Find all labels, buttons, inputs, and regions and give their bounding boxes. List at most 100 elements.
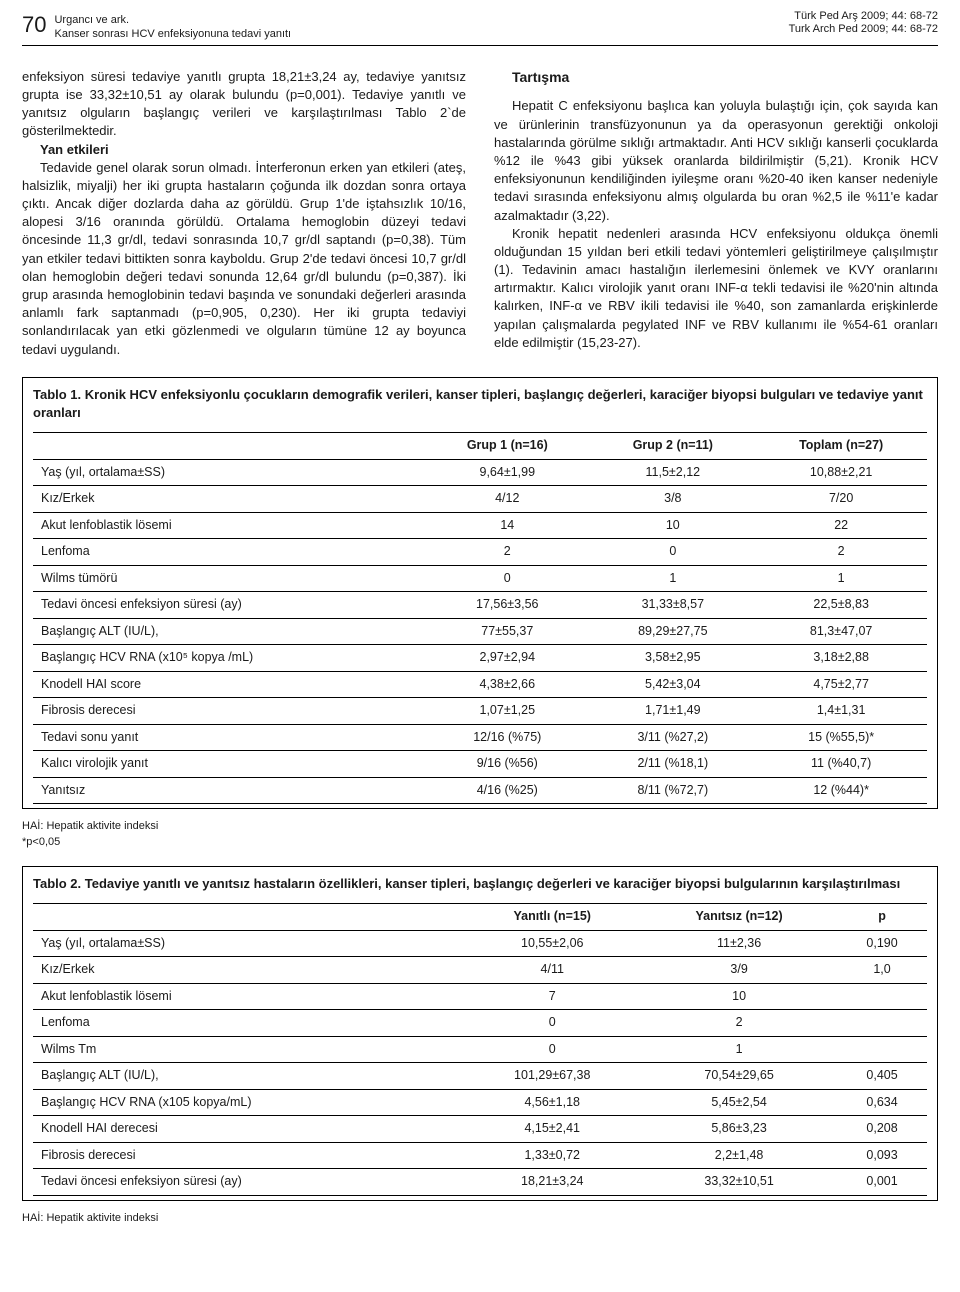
left-para-1: enfeksiyon süresi tedaviye yanıtlı grupt… xyxy=(22,68,466,141)
table-1-cell: 89,29±27,75 xyxy=(590,618,755,645)
table-row: Tedavi sonu yanıt12/16 (%75)3/11 (%27,2)… xyxy=(33,724,927,751)
table-1-col-3: Toplam (n=27) xyxy=(755,433,927,460)
left-para-2: Tedavide genel olarak sorun olmadı. İnte… xyxy=(22,159,466,359)
table-row: Fibrosis derecesi1,07±1,251,71±1,491,4±1… xyxy=(33,698,927,725)
table-1-cell: 22 xyxy=(755,512,927,539)
table-1-cell: 0 xyxy=(424,565,590,592)
right-para-1: Hepatit C enfeksiyonu başlıca kan yoluyl… xyxy=(494,97,938,224)
table-1-cell: 81,3±47,07 xyxy=(755,618,927,645)
table-1-cell: 2 xyxy=(755,539,927,566)
table-1-col-1: Grup 1 (n=16) xyxy=(424,433,590,460)
journal-ref-en: Turk Arch Ped 2009; 44: 68-72 xyxy=(789,23,938,36)
table-1-cell: 14 xyxy=(424,512,590,539)
table-2-cell: 1 xyxy=(641,1036,837,1063)
table-2-cell: Akut lenfoblastik lösemi xyxy=(33,983,463,1010)
table-1-col-0 xyxy=(33,433,424,460)
table-1-cell: 2,97±2,94 xyxy=(424,645,590,672)
table-1-col-2: Grup 2 (n=11) xyxy=(590,433,755,460)
table-2-cell: Wilms Tm xyxy=(33,1036,463,1063)
table-1-cell: Lenfoma xyxy=(33,539,424,566)
table-2: Yanıtlı (n=15)Yanıtsız (n=12)p Yaş (yıl,… xyxy=(33,903,927,1196)
table-1-cell: Tedavi sonu yanıt xyxy=(33,724,424,751)
table-2-footnotes: HAİ: Hepatik aktivite indeksi xyxy=(22,1211,938,1226)
table-2-cell: Tedavi öncesi enfeksiyon süresi (ay) xyxy=(33,1169,463,1196)
table-row: Başlangıç HCV RNA (x10⁵ kopya /mL)2,97±2… xyxy=(33,645,927,672)
table-1-cell: 2 xyxy=(424,539,590,566)
header-left: 70 Urgancı ve ark. Kanser sonrası HCV en… xyxy=(22,10,291,41)
table-1-cell: Yanıtsız xyxy=(33,777,424,804)
table-2-cell xyxy=(837,1010,927,1037)
table-1-cell: 15 (%55,5)* xyxy=(755,724,927,751)
table-row: Lenfoma02 xyxy=(33,1010,927,1037)
table-1-cell: Knodell HAI score xyxy=(33,671,424,698)
table-row: Akut lenfoblastik lösemi141022 xyxy=(33,512,927,539)
table-row: Akut lenfoblastik lösemi710 xyxy=(33,983,927,1010)
table-1-cell: 1,4±1,31 xyxy=(755,698,927,725)
left-column: enfeksiyon süresi tedaviye yanıtlı grupt… xyxy=(22,68,466,359)
table-2-cell: 0 xyxy=(463,1036,641,1063)
table-1-cell: 1 xyxy=(590,565,755,592)
table-1-cell: 31,33±8,57 xyxy=(590,592,755,619)
table-2-cell: 1,0 xyxy=(837,957,927,984)
page-number: 70 xyxy=(22,10,46,41)
table-1-cell: Tedavi öncesi enfeksiyon süresi (ay) xyxy=(33,592,424,619)
table-row: Başlangıç ALT (IU/L),101,29±67,3870,54±2… xyxy=(33,1063,927,1090)
header-right: Türk Ped Arş 2009; 44: 68-72 Turk Arch P… xyxy=(789,10,938,41)
table-2-cell xyxy=(837,1036,927,1063)
table-2-col-3: p xyxy=(837,904,927,931)
table-2-cell: 4,56±1,18 xyxy=(463,1089,641,1116)
table-1-cell: 1,07±1,25 xyxy=(424,698,590,725)
table-2-cell: 4/11 xyxy=(463,957,641,984)
table-1-cell: 12/16 (%75) xyxy=(424,724,590,751)
table-row: Lenfoma202 xyxy=(33,539,927,566)
table-2-cell: 0 xyxy=(463,1010,641,1037)
table-row: Yaş (yıl, ortalama±SS)9,64±1,9911,5±2,12… xyxy=(33,459,927,486)
table-2-col-1: Yanıtlı (n=15) xyxy=(463,904,641,931)
table-1-cell: 3,58±2,95 xyxy=(590,645,755,672)
table-2-cell: 0,093 xyxy=(837,1142,927,1169)
table-1-cell: 22,5±8,83 xyxy=(755,592,927,619)
table-2-cell: 101,29±67,38 xyxy=(463,1063,641,1090)
table-2-cell: Başlangıç HCV RNA (x105 kopya/mL) xyxy=(33,1089,463,1116)
table-2-cell: 0,405 xyxy=(837,1063,927,1090)
table-1-footnote-2: *p<0,05 xyxy=(22,835,938,850)
table-1-cell: 3/11 (%27,2) xyxy=(590,724,755,751)
table-2-cell: 5,45±2,54 xyxy=(641,1089,837,1116)
table-2-cell: Fibrosis derecesi xyxy=(33,1142,463,1169)
table-2-cell: Lenfoma xyxy=(33,1010,463,1037)
table-1-cell: 4/16 (%25) xyxy=(424,777,590,804)
header-authors: Urgancı ve ark. xyxy=(54,14,291,27)
right-para-2: Kronik hepatit nedenleri arasında HCV en… xyxy=(494,225,938,352)
right-column: Tartışma Hepatit C enfeksiyonu başlıca k… xyxy=(494,68,938,359)
table-2-cell: Knodell HAI derecesi xyxy=(33,1116,463,1143)
table-2-cell: 5,86±3,23 xyxy=(641,1116,837,1143)
table-2-cell: 33,32±10,51 xyxy=(641,1169,837,1196)
table-1-cell: Fibrosis derecesi xyxy=(33,698,424,725)
journal-ref-tr: Türk Ped Arş 2009; 44: 68-72 xyxy=(789,10,938,23)
table-1-cell: 77±55,37 xyxy=(424,618,590,645)
table-2-cell: 2,2±1,48 xyxy=(641,1142,837,1169)
table-row: Yaş (yıl, ortalama±SS)10,55±2,0611±2,360… xyxy=(33,930,927,957)
table-1-cell: 8/11 (%72,7) xyxy=(590,777,755,804)
table-2-footnote-1: HAİ: Hepatik aktivite indeksi xyxy=(22,1211,938,1226)
table-1-cell: 12 (%44)* xyxy=(755,777,927,804)
table-row: Kız/Erkek4/113/91,0 xyxy=(33,957,927,984)
table-1-footnote-1: HAİ: Hepatik aktivite indeksi xyxy=(22,819,938,834)
table-row: Kız/Erkek4/123/87/20 xyxy=(33,486,927,513)
table-1-cell: Kız/Erkek xyxy=(33,486,424,513)
table-1-cell: Yaş (yıl, ortalama±SS) xyxy=(33,459,424,486)
table-row: Fibrosis derecesi1,33±0,722,2±1,480,093 xyxy=(33,1142,927,1169)
table-2-cell: 70,54±29,65 xyxy=(641,1063,837,1090)
table-1-cell: 4,75±2,77 xyxy=(755,671,927,698)
table-1-cell: 1 xyxy=(755,565,927,592)
table-2-cell: 0,001 xyxy=(837,1169,927,1196)
table-row: Kalıcı virolojik yanıt9/16 (%56)2/11 (%1… xyxy=(33,751,927,778)
table-1-cell: Başlangıç ALT (IU/L), xyxy=(33,618,424,645)
table-2-col-0 xyxy=(33,904,463,931)
table-2-cell: 1,33±0,72 xyxy=(463,1142,641,1169)
table-2-cell: 0,190 xyxy=(837,930,927,957)
table-2-cell: 7 xyxy=(463,983,641,1010)
table-1-cell: 2/11 (%18,1) xyxy=(590,751,755,778)
table-1-cell: 9/16 (%56) xyxy=(424,751,590,778)
table-1-cell: Başlangıç HCV RNA (x10⁵ kopya /mL) xyxy=(33,645,424,672)
